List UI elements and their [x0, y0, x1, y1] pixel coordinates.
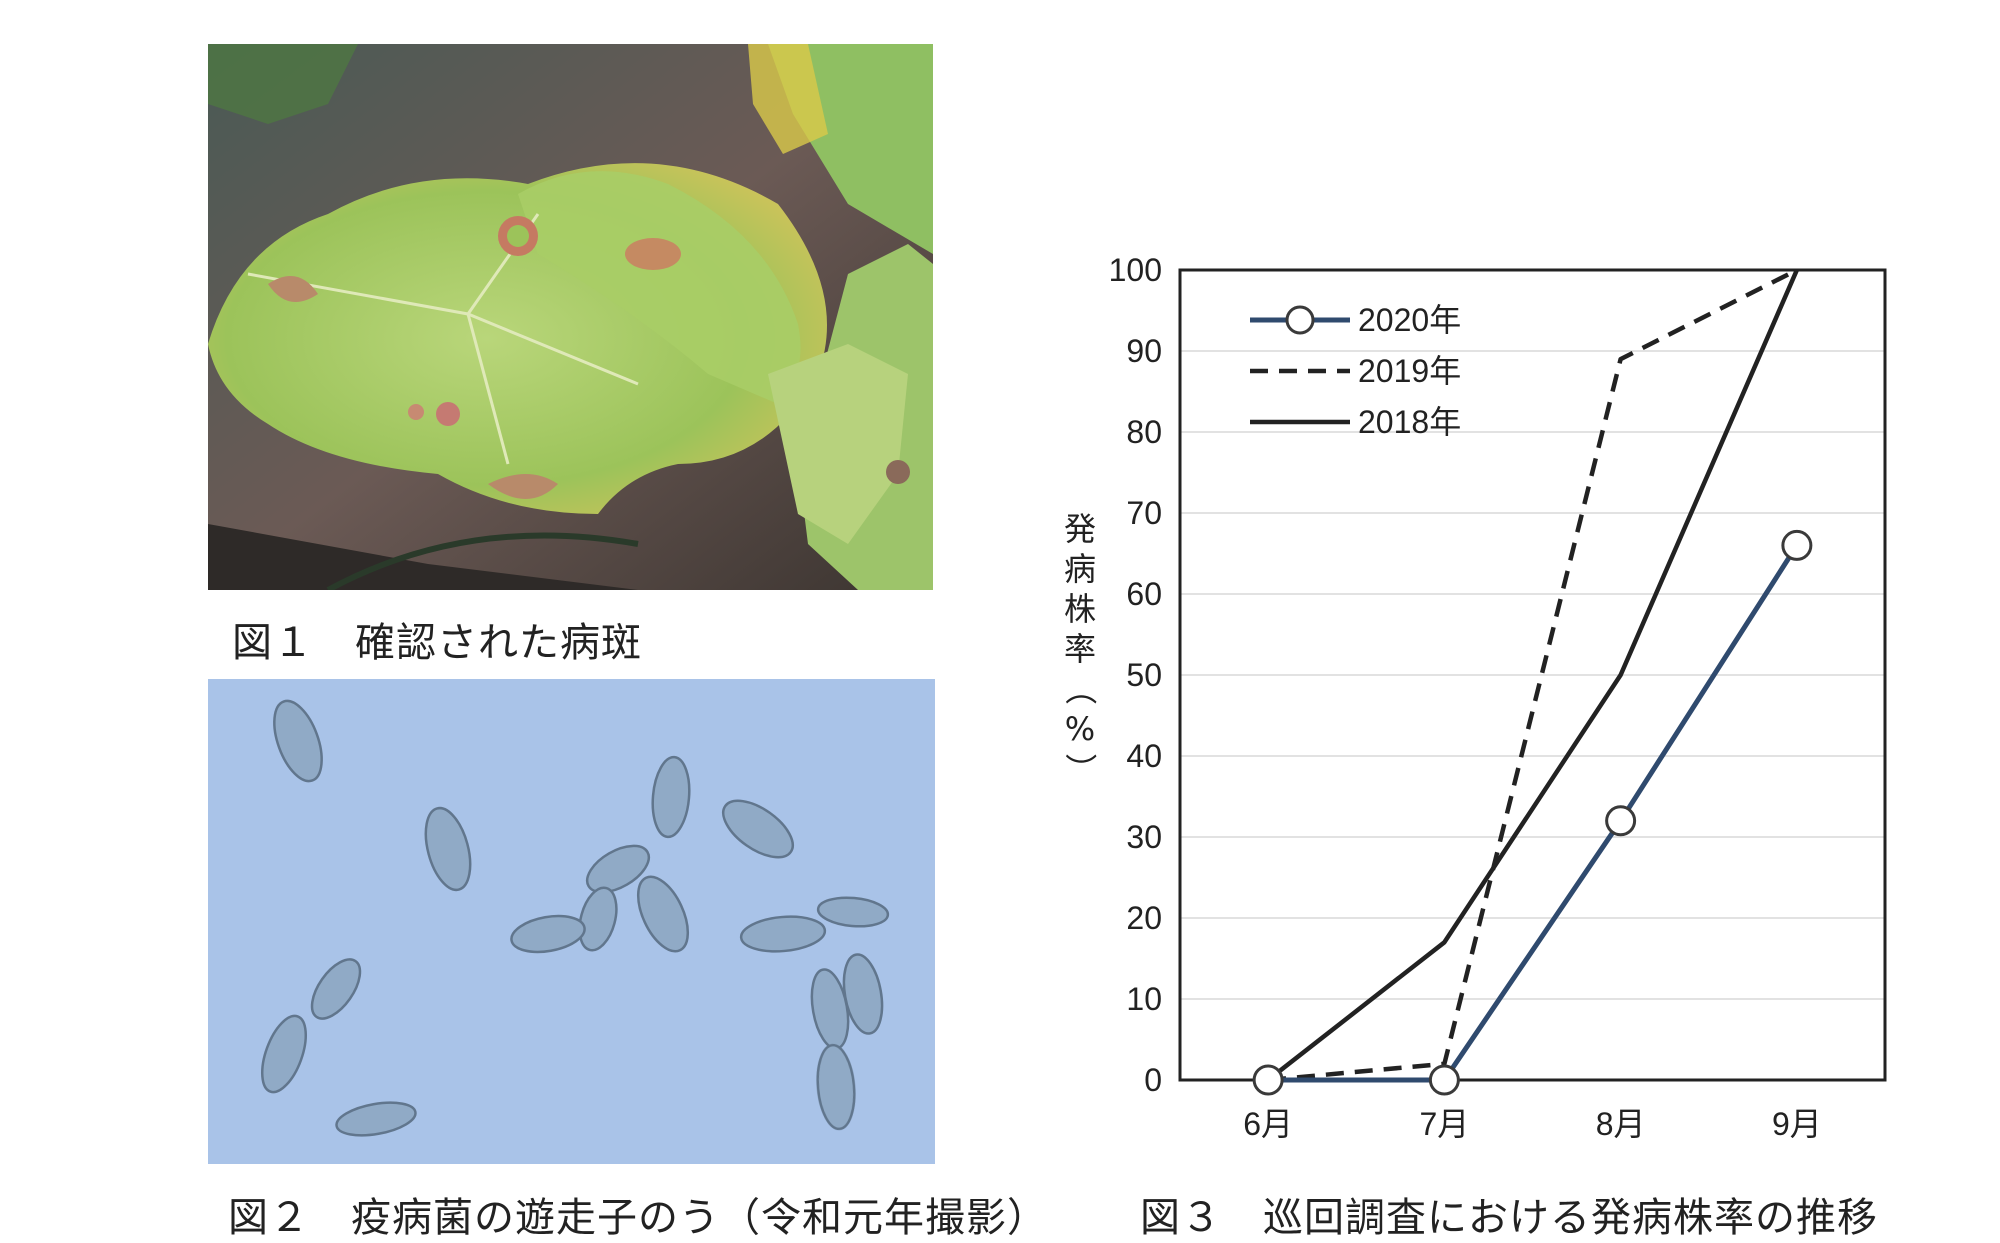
leaf-lesion-illustration	[208, 44, 933, 590]
y-tick-label: 100	[1109, 252, 1162, 288]
data-point-marker	[1428, 1064, 1460, 1096]
x-tick-label: 9月	[1772, 1106, 1822, 1142]
y-tick-label: 20	[1126, 900, 1162, 936]
y-tick-label: 0	[1144, 1062, 1162, 1098]
y-label-char: 病	[1064, 550, 1096, 588]
y-tick-label: 40	[1126, 738, 1162, 774]
legend-label: 2019年	[1358, 353, 1461, 389]
y-axis-ticks: 0 10 20 30 40 50 60 70 80 90 100	[1109, 252, 1162, 1098]
data-point-marker	[1781, 529, 1813, 561]
zoosporangia-micrograph	[208, 679, 935, 1164]
legend-label: 2018年	[1358, 404, 1461, 440]
y-tick-label: 60	[1126, 576, 1162, 612]
y-tick-label: 30	[1126, 819, 1162, 855]
legend: 2020年 2019年 2018年	[1250, 302, 1461, 440]
series-line-2019年	[1267, 267, 1798, 1083]
leaf-lesion-photo	[208, 44, 933, 590]
plot-frame	[1178, 268, 1887, 1082]
y-tick-label: 10	[1126, 981, 1162, 1017]
legend-label: 2020年	[1358, 302, 1461, 338]
series-layer	[1252, 267, 1813, 1096]
zoosporangia-illustration	[208, 679, 935, 1164]
y-tick-label: 90	[1126, 333, 1162, 369]
x-tick-label: 7月	[1419, 1106, 1469, 1142]
figure1-caption: 図１ 確認された病斑	[232, 620, 642, 666]
series-line-2018年	[1266, 269, 1799, 1082]
legend-marker	[1285, 305, 1315, 335]
gridlines	[1180, 350, 1885, 1000]
x-axis-ticks: 6月 7月 8月 9月	[1243, 1106, 1822, 1142]
y-label-char: （	[1061, 673, 1099, 705]
series-line-2020年	[1268, 544, 1799, 1083]
data-point-marker	[1605, 805, 1637, 837]
y-label-char: 率	[1064, 630, 1096, 668]
y-label-char: ）	[1061, 753, 1099, 785]
figure3-caption: 図３ 巡回調査における発病株率の推移	[1140, 1195, 1878, 1241]
x-tick-label: 8月	[1596, 1106, 1646, 1142]
y-label-char: 株	[1064, 590, 1096, 628]
data-point-marker	[1252, 1064, 1284, 1096]
y-label-char: 発	[1064, 510, 1096, 548]
y-tick-label: 70	[1126, 495, 1162, 531]
figure2-caption: 図２ 疫病菌の遊走子のう（令和元年撮影）	[228, 1195, 1048, 1241]
y-tick-label: 80	[1126, 414, 1162, 450]
y-tick-label: 50	[1126, 657, 1162, 693]
y-label-char: %	[1065, 710, 1095, 748]
x-tick-label: 6月	[1243, 1106, 1293, 1142]
y-axis-label: 発病株率 （% ）	[1061, 510, 1099, 785]
